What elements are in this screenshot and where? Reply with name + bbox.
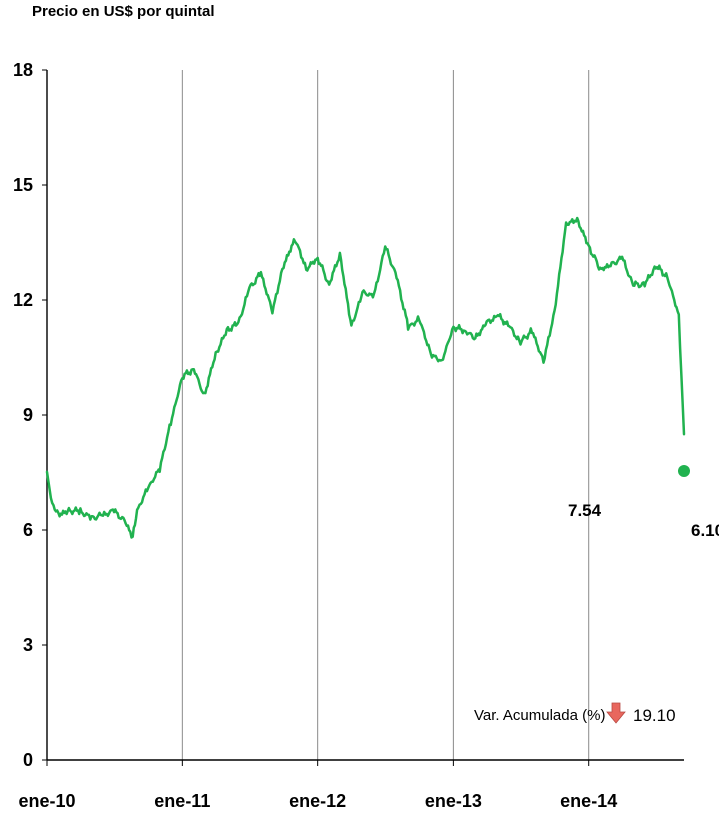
price-series-line [45,216,686,539]
x-tick-label-ene-12: ene-12 [289,791,346,811]
label-7-54: 7.54 [568,501,602,520]
y-tick-label-9: 9 [23,405,33,425]
label-6-10: 6.10 [691,521,719,540]
y-tick-label-15: 15 [13,175,33,195]
y-tick-label-0: 0 [23,750,33,770]
y-tick-label-12: 12 [13,290,33,310]
x-tick-label-ene-10: ene-10 [18,791,75,811]
x-tick-labels: ene-10 ene-11 ene-12 ene-13 ene-14 [18,791,617,811]
down-arrow-icon [606,702,626,724]
x-tick-label-ene-13: ene-13 [425,791,482,811]
axes [42,69,684,766]
y-tick-labels: 0 3 6 9 12 15 18 [13,60,33,770]
grid-lines [181,70,590,760]
var-acumulada-value: 19.10 [633,706,676,725]
y-tick-label-3: 3 [23,635,33,655]
y-axis-title: Precio en US$ por quintal [32,3,215,20]
low-point-marker [678,464,690,477]
y-tick-label-18: 18 [13,60,33,80]
x-tick-label-ene-11: ene-11 [154,791,210,811]
y-tick-label-6: 6 [23,520,33,540]
var-acumulada-label: Var. Acumulada (%) [474,707,605,724]
x-tick-label-ene-14: ene-14 [560,791,617,811]
